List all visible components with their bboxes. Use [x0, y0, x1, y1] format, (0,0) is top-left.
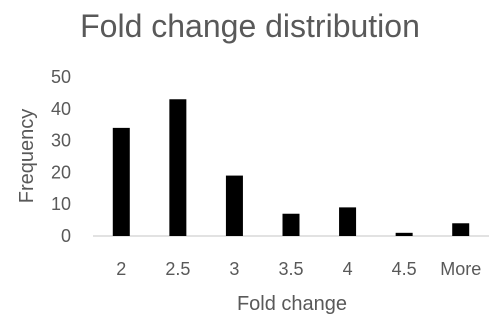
y-tick-label: 20	[51, 162, 71, 182]
y-tick-label: 30	[51, 131, 71, 151]
x-tick-label: 2	[116, 259, 126, 279]
y-axis-ticks: 0 10 20 30 40 50	[51, 67, 71, 246]
bar	[225, 175, 243, 236]
bar	[452, 223, 470, 236]
y-tick-label: 0	[61, 226, 71, 246]
bar	[339, 207, 357, 236]
x-tick-label: 2.5	[165, 259, 190, 279]
y-tick-label: 40	[51, 99, 71, 119]
x-tick-label: 4.5	[392, 259, 417, 279]
x-axis-ticks: 2 2.5 3 3.5 4 4.5 More	[116, 259, 481, 279]
y-tick-label: 50	[51, 67, 71, 87]
bar	[395, 232, 413, 236]
bars	[112, 99, 470, 236]
bar	[169, 99, 187, 236]
x-tick-label: 3	[229, 259, 239, 279]
x-tick-label: 4	[343, 259, 353, 279]
x-axis-title: Fold change	[237, 293, 347, 315]
y-tick-label: 10	[51, 194, 71, 214]
x-tick-label: More	[440, 259, 481, 279]
bar	[282, 213, 300, 236]
x-tick-label: 3.5	[278, 259, 303, 279]
bar	[112, 127, 130, 236]
y-axis-title: Frequency	[16, 109, 38, 204]
chart-title: Fold change distribution	[80, 8, 420, 44]
